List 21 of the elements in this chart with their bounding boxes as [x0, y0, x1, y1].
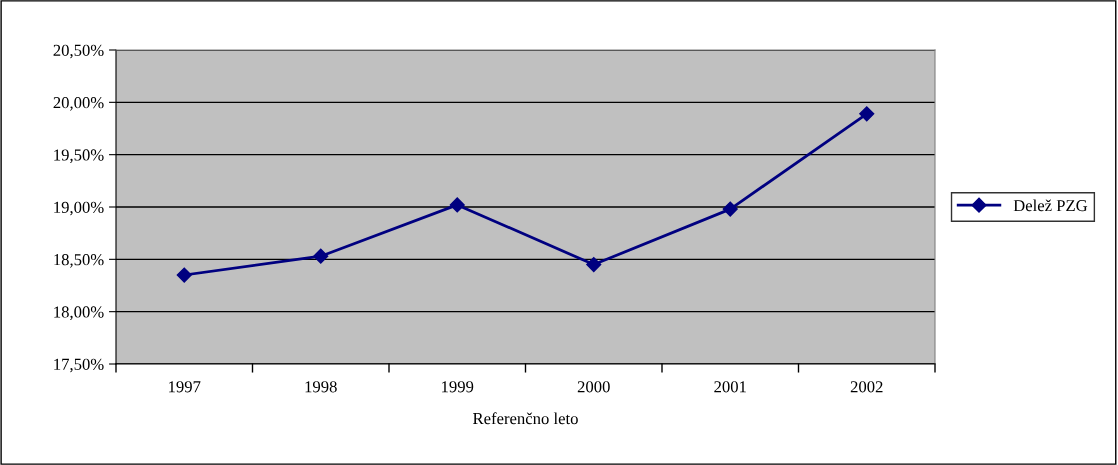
y-tick-label: 19,50% [54, 149, 104, 164]
x-tick-label: 2002 [850, 381, 883, 393]
y-tick-label: 20,50% [53, 44, 104, 59]
y-tick-label: 17,50% [54, 358, 104, 373]
point [586, 256, 602, 273]
x-tick-label: 1998 [305, 381, 337, 393]
y-tick-label: 20,00% [53, 97, 104, 111]
y-tick-label: 18,00% [54, 306, 104, 321]
legend-label: Delež PZG [1013, 199, 1088, 212]
x-axis-title: Referenčno leto [472, 412, 578, 425]
x-tick-label: 1999 [442, 381, 474, 393]
point [859, 106, 875, 122]
point [313, 248, 329, 264]
point [176, 267, 192, 283]
x-tick-label: 2000 [577, 381, 610, 393]
y-tick-label: 19,00% [54, 201, 104, 216]
x-tick-label: 1997 [169, 381, 201, 393]
point [722, 201, 738, 217]
x-tick-label: 2001 [714, 381, 746, 393]
y-tick-label: 18,50% [54, 254, 104, 268]
point [449, 197, 465, 213]
